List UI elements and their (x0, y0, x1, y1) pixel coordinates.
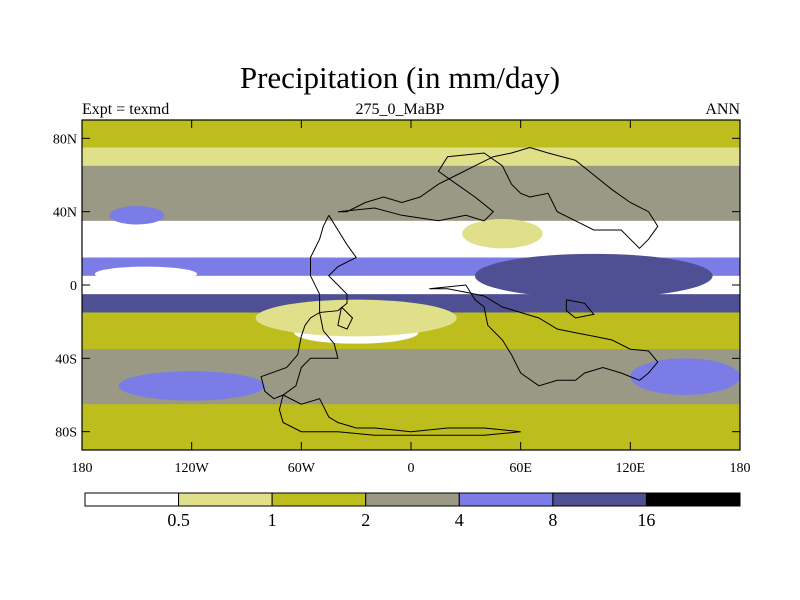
x-tick-label-0: 180 (72, 461, 93, 476)
y-tick-label-1: 40N (53, 206, 77, 221)
colorbar-label-3: 4 (455, 510, 464, 530)
experiment-label: Expt = texmd (82, 101, 170, 118)
axis-ticks: 80N 40N 0 40S 80S 180 120W 60W 0 60E 120E 180 (53, 120, 751, 476)
season-label: ANN (705, 101, 740, 118)
colorbar-box-6 (645, 492, 741, 507)
continent-outline-6 (565, 299, 595, 319)
x-tick-label-5: 120E (616, 461, 646, 476)
y-tick-label-4: 80S (55, 426, 77, 441)
field-region-5 (255, 299, 457, 337)
colorbar-box-0 (84, 492, 180, 507)
field-region-2 (94, 266, 198, 282)
precipitation-field (82, 120, 740, 450)
x-tick-label-1: 120W (175, 461, 210, 476)
y-tick-label-0: 80N (53, 132, 77, 147)
colorbar: 0.5 1 2 4 8 16 (84, 492, 741, 530)
continent-outline-4 (429, 284, 659, 387)
continent-outlines (260, 146, 659, 436)
continent-outline-7 (337, 306, 354, 330)
y-tick-label-2: 0 (70, 279, 77, 294)
x-tick-label-3: 0 (408, 461, 415, 476)
field-region-10 (118, 371, 265, 401)
colorbar-label-0: 0.5 (167, 510, 190, 530)
field-region-1 (303, 228, 465, 258)
x-tick-label-2: 60W (288, 461, 316, 476)
band-north-polar (82, 147, 740, 167)
colorbar-box-2 (271, 492, 367, 507)
chart-title: Precipitation (in mm/day) (239, 60, 561, 95)
colorbar-label-2: 2 (361, 510, 370, 530)
colorbar-box-5 (552, 492, 647, 507)
continent-outline-3 (260, 312, 339, 400)
field-region-6 (474, 253, 713, 298)
colorbar-box-3 (365, 492, 460, 507)
y-tick-label-3: 40S (55, 352, 77, 367)
x-tick-label-6: 180 (730, 461, 751, 476)
field-region-7 (462, 219, 543, 249)
colorbar-box-4 (458, 492, 554, 507)
continent-outline-1 (337, 146, 659, 250)
colorbar-box-1 (178, 492, 273, 507)
x-tick-label-4: 60E (509, 461, 532, 476)
band-north-mid (82, 165, 740, 222)
continent-outline-5 (278, 394, 521, 436)
colorbar-label-5: 16 (637, 510, 655, 530)
colorbar-label-1: 1 (268, 510, 277, 530)
field-region-8 (109, 206, 165, 225)
time-label: 275_0_MaBP (355, 101, 445, 118)
field-region-9 (630, 358, 740, 395)
continent-outline-2 (310, 215, 357, 314)
colorbar-label-4: 8 (548, 510, 557, 530)
